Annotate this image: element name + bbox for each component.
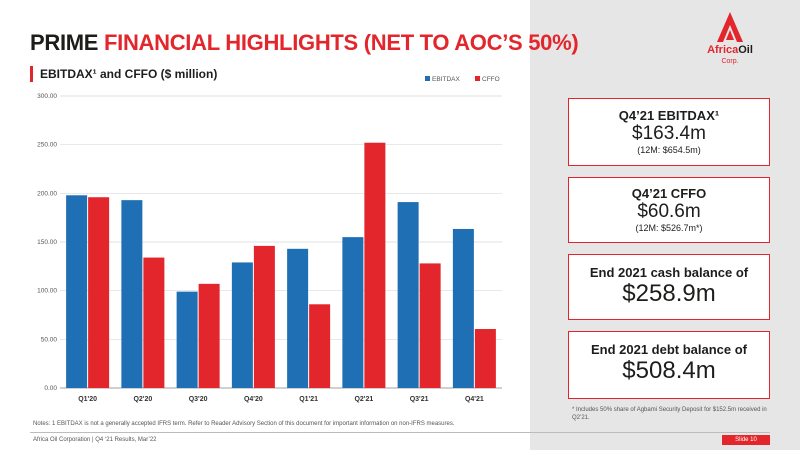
chart-title: EBITDAX¹ and CFFO ($ million) bbox=[40, 67, 218, 81]
y-tick-label: 200.00 bbox=[37, 190, 57, 197]
kpi-label: Q4’21 EBITDAX¹ bbox=[618, 108, 720, 123]
title-main: FINANCIAL HIGHLIGHTS (NET TO AOC’S 50%) bbox=[104, 30, 579, 55]
company-logo: AfricaOil Corp. bbox=[690, 8, 770, 70]
y-tick-label: 100.00 bbox=[37, 288, 57, 295]
kpi-label: End 2021 cash balance of bbox=[589, 265, 749, 280]
kpi-label: Q4’21 CFFO bbox=[631, 186, 707, 201]
logo-word-oil: Oil bbox=[738, 44, 753, 56]
kpi-card-ebitdax: Q4’21 EBITDAX¹ $163.4m (12M: $654.5m) bbox=[568, 98, 770, 166]
footer-divider bbox=[30, 432, 770, 433]
x-tick-label: Q3'21 bbox=[410, 396, 429, 403]
kpi-footnote: * Includes 50% share of Agbami Security … bbox=[572, 407, 767, 421]
logo-word-africa: Africa bbox=[707, 44, 739, 56]
bar-cffo bbox=[253, 245, 275, 388]
bar-ebitdax bbox=[231, 262, 253, 388]
bar-cffo bbox=[419, 263, 441, 388]
bar-ebitdax bbox=[287, 248, 309, 388]
y-tick-label: 50.00 bbox=[41, 336, 58, 343]
kpi-label: End 2021 debt balance of bbox=[590, 342, 748, 357]
bar-ebitdax bbox=[342, 237, 364, 388]
y-tick-label: 300.00 bbox=[37, 93, 57, 100]
kpi-card-cash: End 2021 cash balance of $258.9m bbox=[568, 254, 770, 320]
title-prefix: PRIME bbox=[30, 30, 99, 55]
legend-label: CFFO bbox=[482, 76, 500, 83]
legend-swatch bbox=[425, 76, 430, 81]
bar-ebitdax bbox=[121, 200, 143, 388]
bar-chart: 0.00 50.00 100.00 150.00 200.00 250.00 300.00 Q… bbox=[30, 76, 510, 408]
x-tick-label: Q2'21 bbox=[354, 396, 373, 403]
kpi-value: $258.9m bbox=[622, 280, 716, 307]
bar-cffo bbox=[309, 304, 331, 388]
bar-ebitdax bbox=[176, 291, 198, 388]
bar-ebitdax bbox=[397, 202, 419, 388]
y-tick-label: 150.00 bbox=[37, 239, 57, 246]
y-tick-label: 0.00 bbox=[44, 385, 57, 392]
kpi-subtext: (12M: $526.7m*) bbox=[635, 223, 703, 233]
x-tick-label: Q4'21 bbox=[465, 396, 484, 403]
x-tick-label: Q1'21 bbox=[299, 396, 318, 403]
x-tick-label: Q2'20 bbox=[133, 396, 152, 403]
chart-notes: Notes: 1 EBITDAX is not a generally acce… bbox=[33, 421, 455, 427]
bar-chart-svg: 0.00 50.00 100.00 150.00 200.00 250.00 300.00 Q… bbox=[37, 76, 502, 403]
bar-cffo bbox=[198, 283, 220, 388]
kpi-value: $508.4m bbox=[622, 357, 716, 384]
x-tick-label: Q3'20 bbox=[189, 396, 208, 403]
logo-mark-icon bbox=[717, 12, 743, 42]
heading-accent-bar bbox=[30, 66, 33, 82]
slide-number: Slide 10 bbox=[722, 435, 770, 445]
logo-wordmark: AfricaOil bbox=[690, 44, 770, 56]
bar-ebitdax bbox=[66, 195, 88, 388]
bar-cffo bbox=[88, 197, 110, 388]
kpi-card-debt: End 2021 debt balance of $508.4m bbox=[568, 331, 770, 399]
page-title: PRIME FINANCIAL HIGHLIGHTS (NET TO AOC’S… bbox=[30, 30, 579, 56]
legend-swatch bbox=[475, 76, 480, 81]
bar-ebitdax bbox=[452, 228, 474, 388]
logo-corp: Corp. bbox=[721, 58, 739, 65]
chart-heading: EBITDAX¹ and CFFO ($ million) bbox=[30, 64, 510, 86]
kpi-value: $60.6m bbox=[637, 201, 701, 222]
x-tick-label: Q4'20 bbox=[244, 396, 263, 403]
bar-cffo bbox=[364, 142, 386, 388]
footer-text: Africa Oil Corporation | Q4 ‘21 Results,… bbox=[33, 437, 157, 443]
bar-cffo bbox=[474, 329, 496, 388]
x-tick-label: Q1'20 bbox=[78, 396, 97, 403]
kpi-subtext: (12M: $654.5m) bbox=[637, 145, 701, 155]
bar-cffo bbox=[143, 257, 165, 388]
legend-label: EBITDAX bbox=[432, 76, 460, 83]
kpi-card-cffo: Q4’21 CFFO $60.6m (12M: $526.7m*) bbox=[568, 177, 770, 243]
y-tick-label: 250.00 bbox=[37, 142, 57, 149]
kpi-value: $163.4m bbox=[632, 123, 706, 144]
